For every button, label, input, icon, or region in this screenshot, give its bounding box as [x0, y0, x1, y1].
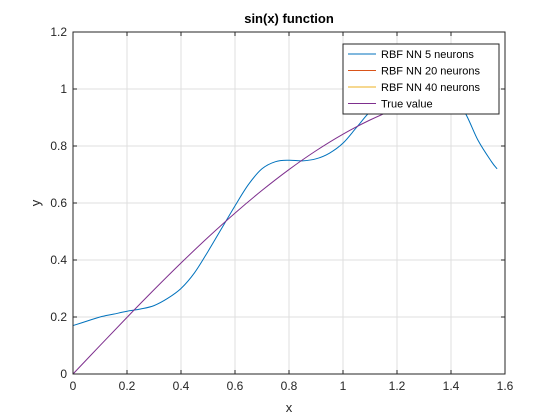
x-tick-label: 0 — [70, 379, 77, 393]
x-tick-label: 0.2 — [119, 379, 136, 393]
legend-entry: RBF NN 20 neurons — [381, 66, 481, 78]
x-tick-label: 1 — [340, 379, 347, 393]
legend-entry: RBF NN 40 neurons — [381, 82, 481, 94]
legend: RBF NN 5 neurons RBF NN 20 neurons RBF NN … — [342, 43, 500, 115]
axis-ticks: 0 0.2 0.4 0.6 0.8 1 1.2 1.4 1.6 0 0.2 0.4 0.6 0.8 1 1.2 — [50, 25, 513, 393]
y-tick-label: 1.2 — [50, 25, 67, 39]
chart-title: sin(x) function — [244, 11, 334, 26]
y-tick-label: 0.6 — [50, 196, 67, 210]
y-tick-label: 0 — [60, 367, 67, 381]
y-tick-label: 0.8 — [50, 139, 67, 153]
y-axis-label: y — [28, 199, 43, 206]
x-tick-label: 1.2 — [389, 379, 406, 393]
legend-entry: RBF NN 5 neurons — [381, 49, 474, 61]
x-tick-label: 1.6 — [497, 379, 514, 393]
y-tick-label: 0.2 — [50, 310, 67, 324]
y-tick-label: 0.4 — [50, 253, 67, 267]
x-tick-label: 0.4 — [173, 379, 190, 393]
x-tick-label: 0.6 — [227, 379, 244, 393]
x-tick-label: 1.4 — [443, 379, 460, 393]
x-axis-label: x — [286, 400, 293, 415]
legend-entry: True value — [381, 99, 433, 111]
legend-box — [342, 43, 500, 115]
x-tick-label: 0.8 — [281, 379, 298, 393]
y-tick-label: 1 — [60, 82, 67, 96]
